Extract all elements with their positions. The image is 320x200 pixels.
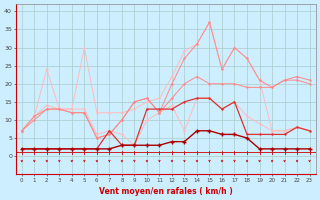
X-axis label: Vent moyen/en rafales ( km/h ): Vent moyen/en rafales ( km/h ) — [99, 187, 233, 196]
